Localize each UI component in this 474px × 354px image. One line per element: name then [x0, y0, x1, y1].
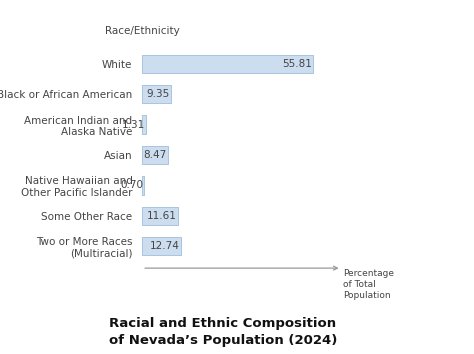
Text: 11.61: 11.61 [147, 211, 177, 221]
Bar [142, 176, 145, 195]
Bar [142, 115, 146, 134]
Text: 12.74: 12.74 [150, 241, 180, 251]
Text: 9.35: 9.35 [146, 89, 170, 99]
Text: 0.70: 0.70 [120, 181, 143, 190]
Text: Racial and Ethnic Composition
of Nevada’s Population (2024): Racial and Ethnic Composition of Nevada’… [109, 317, 337, 347]
Bar [142, 207, 178, 225]
Bar [142, 55, 313, 73]
Bar [142, 237, 181, 255]
Text: Percentage
of Total
Population: Percentage of Total Population [343, 269, 394, 300]
Bar [142, 85, 171, 103]
Text: Race/Ethnicity: Race/Ethnicity [105, 27, 180, 36]
Text: 55.81: 55.81 [283, 59, 312, 69]
Text: 1.31: 1.31 [122, 120, 145, 130]
Text: 8.47: 8.47 [144, 150, 167, 160]
Bar [142, 146, 168, 164]
